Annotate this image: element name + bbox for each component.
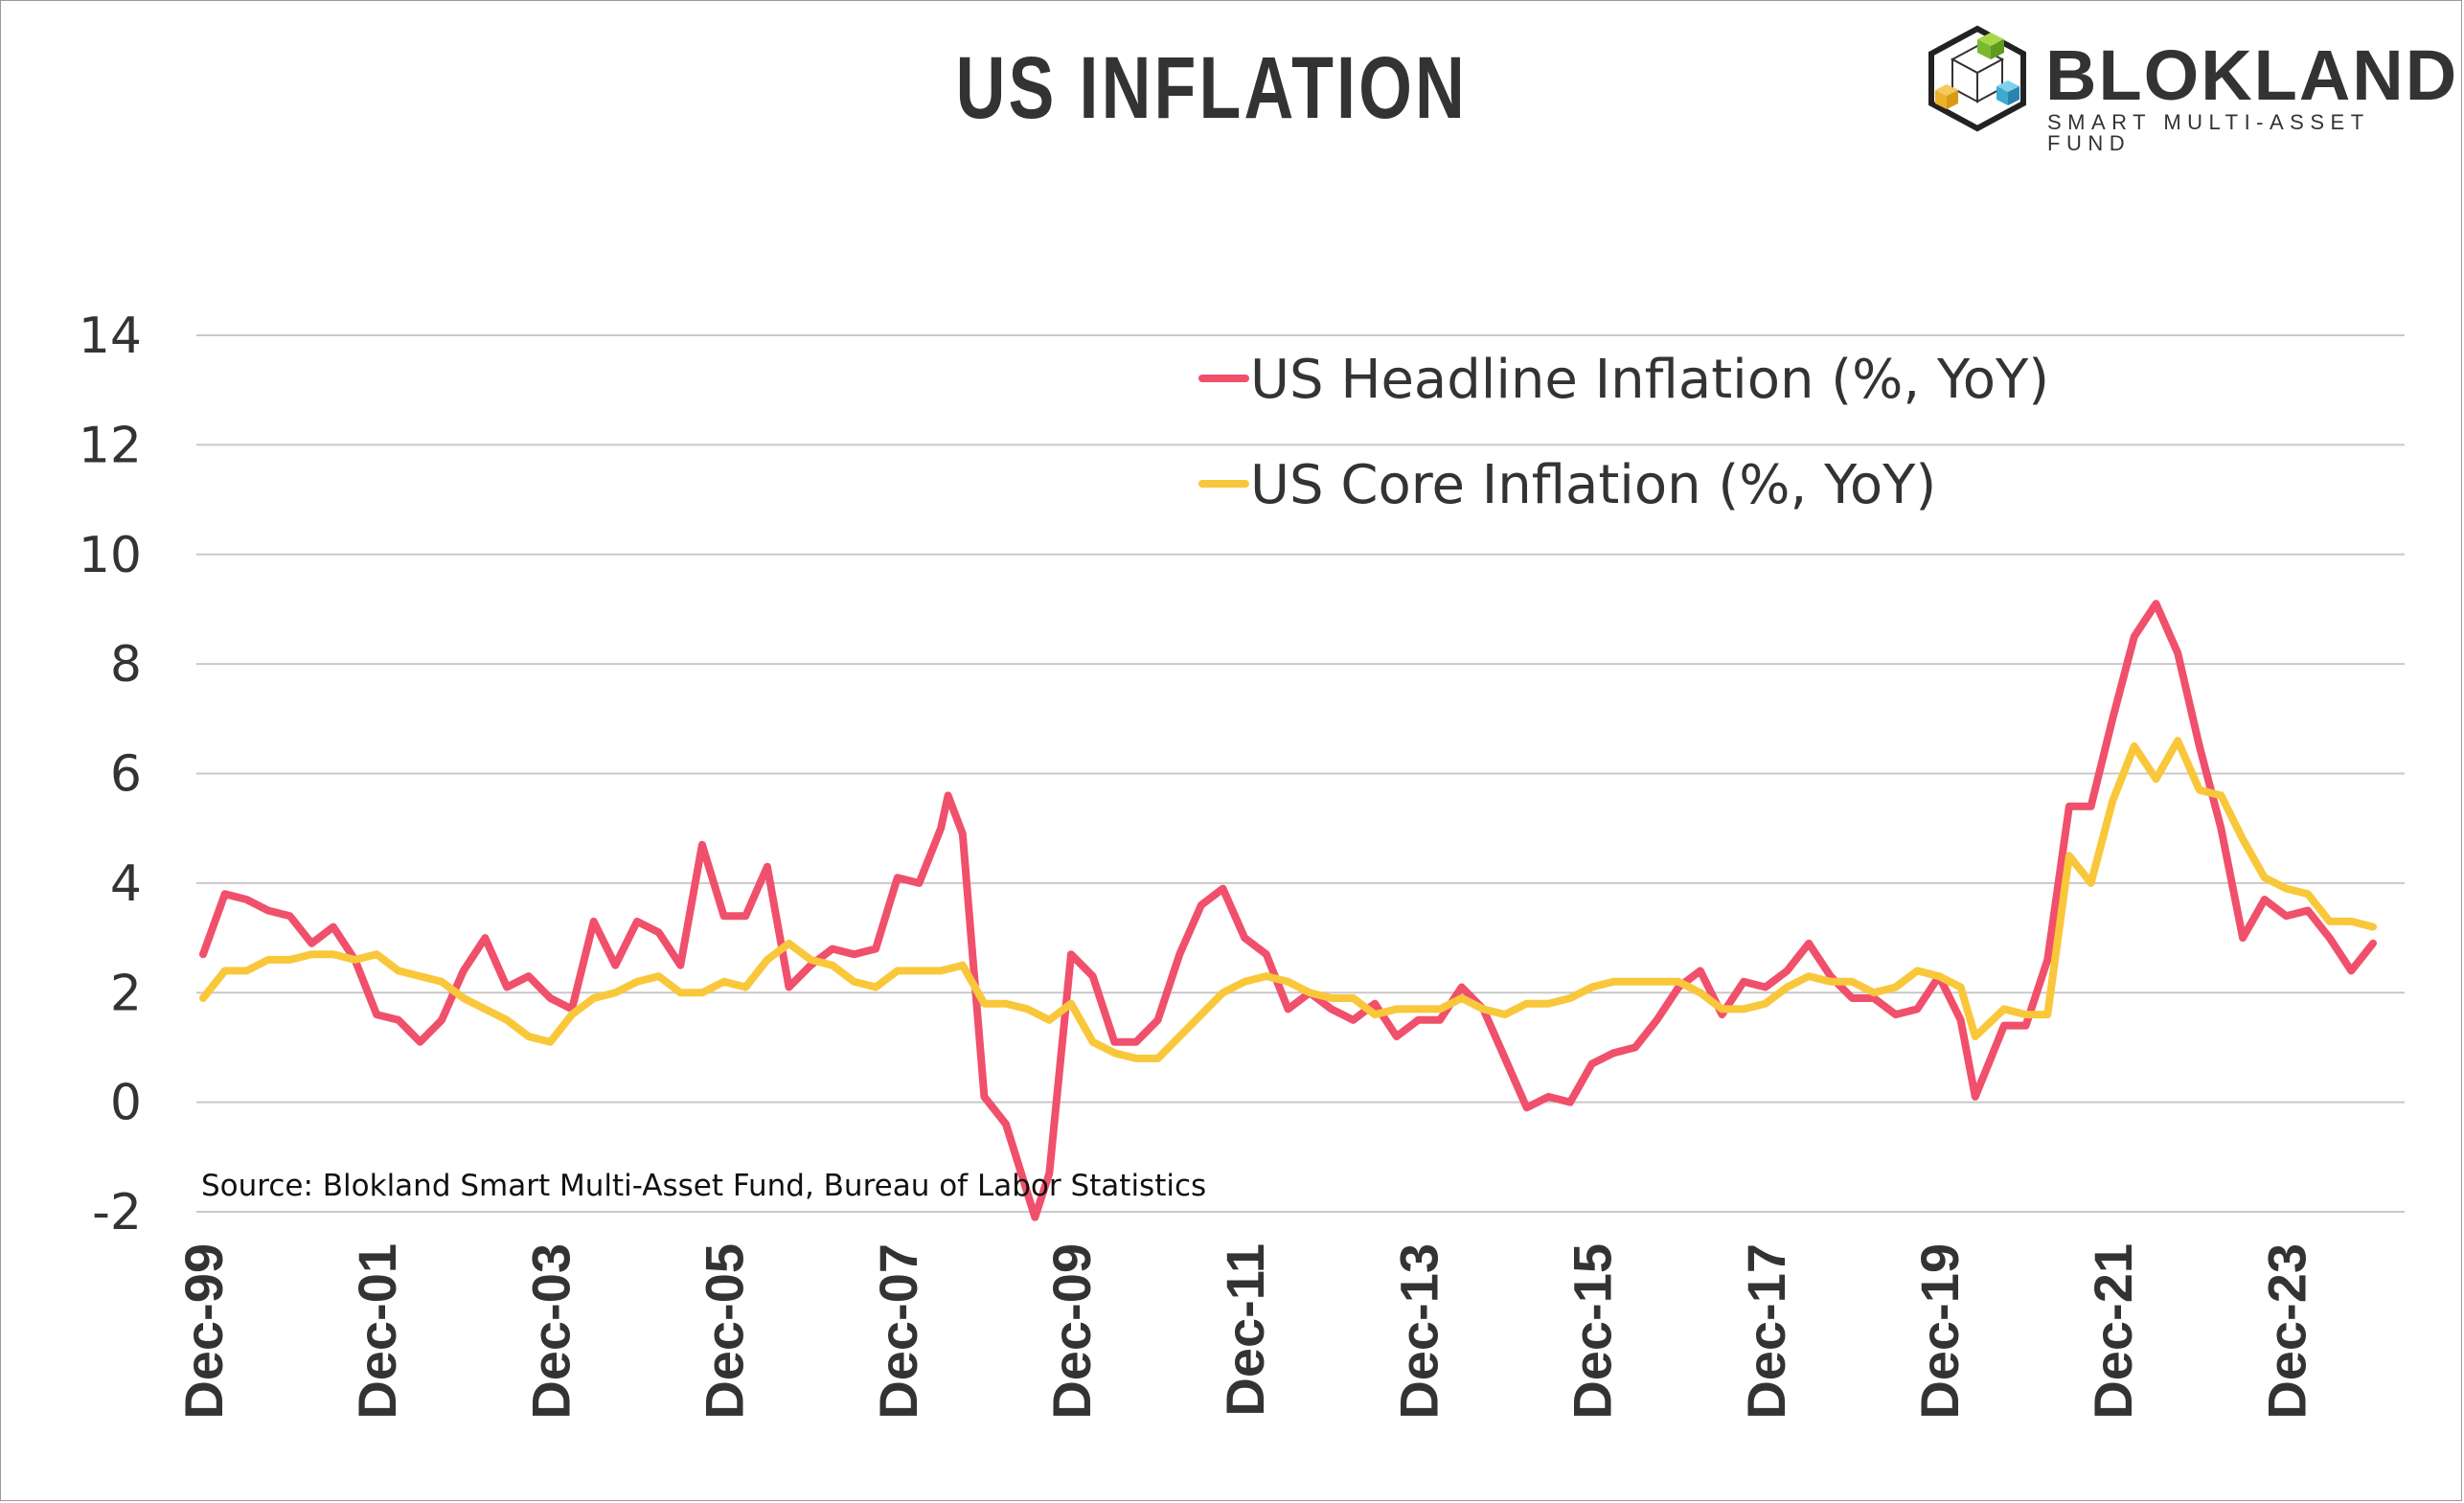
series-line-0 bbox=[199, 600, 2377, 1221]
y-tick-label: -2 bbox=[92, 1184, 142, 1241]
y-tick-label: 12 bbox=[79, 417, 142, 474]
y-axis-ticks: -2 0 2 4 6 8 10 12 14 bbox=[79, 307, 142, 1241]
legend: US Headline Inflation (%, YoY) US Core In… bbox=[1198, 349, 2049, 516]
series-line-1 bbox=[199, 737, 2377, 1062]
chart-title: US INFLATION bbox=[955, 39, 1468, 137]
x-tick-label: Dec-19 bbox=[1909, 1243, 1970, 1420]
cube-logo-icon bbox=[1928, 25, 2026, 132]
x-tick-label: Dec-03 bbox=[520, 1243, 581, 1420]
legend-label-1: US Core Inflation (%, YoY) bbox=[1250, 454, 1936, 516]
y-tick-label: 4 bbox=[110, 855, 142, 913]
x-tick-label: Dec-09 bbox=[1041, 1243, 1102, 1420]
x-tick-label: Dec-99 bbox=[173, 1243, 234, 1420]
y-tick-label: 14 bbox=[79, 307, 142, 365]
x-axis-ticks: Dec-99 Dec-01 Dec-03 Dec-05 Dec-07 Dec-09 Dec-… bbox=[173, 1243, 2316, 1420]
y-tick-label: 0 bbox=[110, 1075, 142, 1132]
x-tick-label: Dec-23 bbox=[2256, 1243, 2316, 1420]
x-tick-label: Dec-15 bbox=[1563, 1243, 1623, 1420]
brand-logo: BLOKLAND SMART MULTI-ASSET FUND bbox=[1916, 21, 2456, 155]
x-tick-label: Dec-07 bbox=[868, 1243, 928, 1420]
x-tick-label: Dec-17 bbox=[1736, 1243, 1796, 1420]
y-tick-label: 2 bbox=[110, 965, 142, 1022]
y-tick-label: 8 bbox=[110, 636, 142, 694]
y-tick-label: 10 bbox=[79, 527, 142, 584]
x-tick-label: Dec-11 bbox=[1215, 1243, 1275, 1417]
x-tick-label: Dec-05 bbox=[695, 1243, 755, 1420]
x-tick-label: Dec-13 bbox=[1388, 1243, 1449, 1420]
legend-label-0: US Headline Inflation (%, YoY) bbox=[1250, 349, 2049, 411]
series-lines bbox=[199, 600, 2377, 1221]
logo-tagline: SMART MULTI-ASSET FUND bbox=[2047, 110, 2370, 155]
source-note: Source: Blokland Smart Multi-Asset Fund,… bbox=[201, 1169, 1207, 1203]
logo-wordmark: BLOKLAND bbox=[2045, 35, 2459, 115]
y-tick-label: 6 bbox=[110, 746, 142, 804]
x-tick-label: Dec-21 bbox=[2083, 1243, 2143, 1420]
x-tick-label: Dec-01 bbox=[347, 1243, 407, 1420]
